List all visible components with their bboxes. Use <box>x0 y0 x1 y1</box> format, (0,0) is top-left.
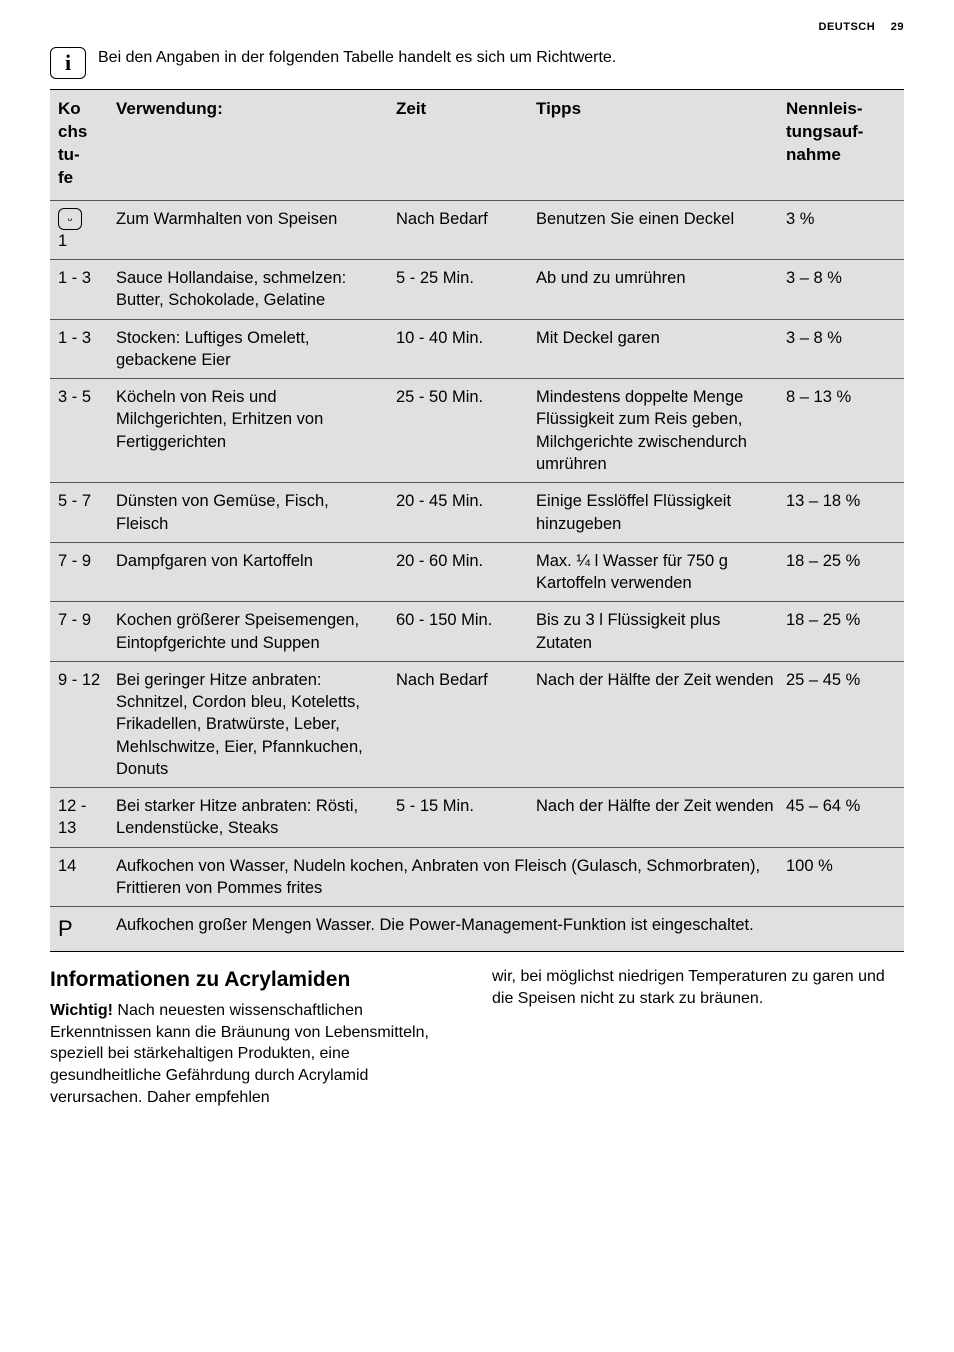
table-row: 12 - 13 Bei starker Hitze anbraten: Röst… <box>50 788 904 848</box>
section-left-bold: Wichtig! <box>50 1002 113 1019</box>
cell-usage: Kochen größerer Speisemengen, Eintopfger… <box>110 602 390 662</box>
cell-tips: Mindestens doppelte Menge Flüssigkeit zu… <box>530 379 780 483</box>
cell-power: 18 – 25 % <box>780 602 904 662</box>
cell-time: 20 - 60 Min. <box>390 542 530 602</box>
col-power: Nennleis- tungsauf- nahme <box>780 89 904 200</box>
page-header: DEUTSCH 29 <box>50 20 904 35</box>
cell-power: 100 % <box>780 847 904 907</box>
cell-power: 18 – 25 % <box>780 542 904 602</box>
cell-tips: Nach der Hälfte der Zeit wenden <box>530 661 780 787</box>
cell-power: 3 – 8 % <box>780 260 904 320</box>
table-row: 5 - 7 Dünsten von Gemüse, Fisch, Fleisch… <box>50 483 904 543</box>
section-heading: Informationen zu Acrylamiden <box>50 966 462 994</box>
cell-usage: Stocken: Luftiges Omelett, gebackene Eie… <box>110 319 390 379</box>
cell-tips: Benutzen Sie einen Deckel <box>530 200 780 260</box>
cell-level: 1 - 3 <box>50 260 110 320</box>
cell-time: 5 - 15 Min. <box>390 788 530 848</box>
cooking-table: Ko chs tu- fe Verwendung: Zeit Tipps Nen… <box>50 89 904 952</box>
page-number: 29 <box>891 21 904 33</box>
table-row: ᵕ 1 Zum Warmhalten von Speisen Nach Beda… <box>50 200 904 260</box>
cell-tips: Max. ¼ l Wasser für 750 g Kartoffeln ver… <box>530 542 780 602</box>
power-icon: P <box>58 916 73 941</box>
cell-time: 10 - 40 Min. <box>390 319 530 379</box>
cell-tips: Nach der Hälfte der Zeit wenden <box>530 788 780 848</box>
cell-level: 7 - 9 <box>50 542 110 602</box>
info-icon: i <box>50 47 86 79</box>
cell-usage: Bei starker Hitze anbraten: Rösti, Lende… <box>110 788 390 848</box>
info-note-text: Bei den Angaben in der folgenden Tabelle… <box>98 47 616 69</box>
col-tips: Tipps <box>530 89 780 200</box>
cell-tips: Bis zu 3 l Flüssigkeit plus Zutaten <box>530 602 780 662</box>
col-usage: Verwendung: <box>110 89 390 200</box>
table-row: 3 - 5 Köcheln von Reis und Milchgerichte… <box>50 379 904 483</box>
cell-time: 60 - 150 Min. <box>390 602 530 662</box>
cell-tips: Einige Esslöffel Flüssigkeit hinzugeben <box>530 483 780 543</box>
table-row: 7 - 9 Kochen größerer Speisemengen, Eint… <box>50 602 904 662</box>
cell-power: 8 – 13 % <box>780 379 904 483</box>
table-row: 9 - 12 Bei geringer Hitze anbraten: Schn… <box>50 661 904 787</box>
cell-level-power: P <box>50 907 110 952</box>
cell-time: Nach Bedarf <box>390 200 530 260</box>
cell-level: 7 - 9 <box>50 602 110 662</box>
table-row: 1 - 3 Sauce Hollandaise, schmelzen: Butt… <box>50 260 904 320</box>
cell-usage: Sauce Hollandaise, schmelzen: Butter, Sc… <box>110 260 390 320</box>
cell-power: 3 % <box>780 200 904 260</box>
section-left-text: Wichtig! Nach neuesten wissenschaftliche… <box>50 1000 462 1108</box>
cell-time: Nach Bedarf <box>390 661 530 787</box>
col-level: Ko chs tu- fe <box>50 89 110 200</box>
cell-level: 12 - 13 <box>50 788 110 848</box>
cell-usage: Dampfgaren von Kartoffeln <box>110 542 390 602</box>
cell-tips: Mit Deckel garen <box>530 319 780 379</box>
cell-tips: Ab und zu umrühren <box>530 260 780 320</box>
keep-warm-icon: ᵕ <box>58 208 82 230</box>
cell-power: 3 – 8 % <box>780 319 904 379</box>
cell-usage: Dünsten von Gemüse, Fisch, Fleisch <box>110 483 390 543</box>
cell-power: 13 – 18 % <box>780 483 904 543</box>
table-row: 1 - 3 Stocken: Luftiges Omelett, gebacke… <box>50 319 904 379</box>
info-section: Informationen zu Acrylamiden Wichtig! Na… <box>50 966 904 1108</box>
cell-power: 25 – 45 % <box>780 661 904 787</box>
section-right-text: wir, bei möglichst niedrigen Temperature… <box>492 966 904 1009</box>
cell-level: 3 - 5 <box>50 379 110 483</box>
lang-label: DEUTSCH <box>819 21 876 33</box>
cell-level: 5 - 7 <box>50 483 110 543</box>
cell-usage-full: Aufkochen großer Mengen Wasser. Die Powe… <box>110 907 904 952</box>
cell-usage: Zum Warmhalten von Speisen <box>110 200 390 260</box>
col-time: Zeit <box>390 89 530 200</box>
cell-time: 5 - 25 Min. <box>390 260 530 320</box>
info-note-row: i Bei den Angaben in der folgenden Tabel… <box>50 47 904 79</box>
cell-level: 14 <box>50 847 110 907</box>
cell-usage: Bei geringer Hitze anbraten: Schnitzel, … <box>110 661 390 787</box>
cell-time: 20 - 45 Min. <box>390 483 530 543</box>
table-row: 7 - 9 Dampfgaren von Kartoffeln 20 - 60 … <box>50 542 904 602</box>
cell-time: 25 - 50 Min. <box>390 379 530 483</box>
cell-power: 45 – 64 % <box>780 788 904 848</box>
cell-usage: Köcheln von Reis und Milchgerichten, Erh… <box>110 379 390 483</box>
table-row: P Aufkochen großer Mengen Wasser. Die Po… <box>50 907 904 952</box>
cell-level: 9 - 12 <box>50 661 110 787</box>
cell-level: ᵕ 1 <box>50 200 110 260</box>
cell-usage-wide: Aufkochen von Wasser, Nudeln kochen, Anb… <box>110 847 780 907</box>
table-row: 14 Aufkochen von Wasser, Nudeln kochen, … <box>50 847 904 907</box>
cell-level: 1 - 3 <box>50 319 110 379</box>
